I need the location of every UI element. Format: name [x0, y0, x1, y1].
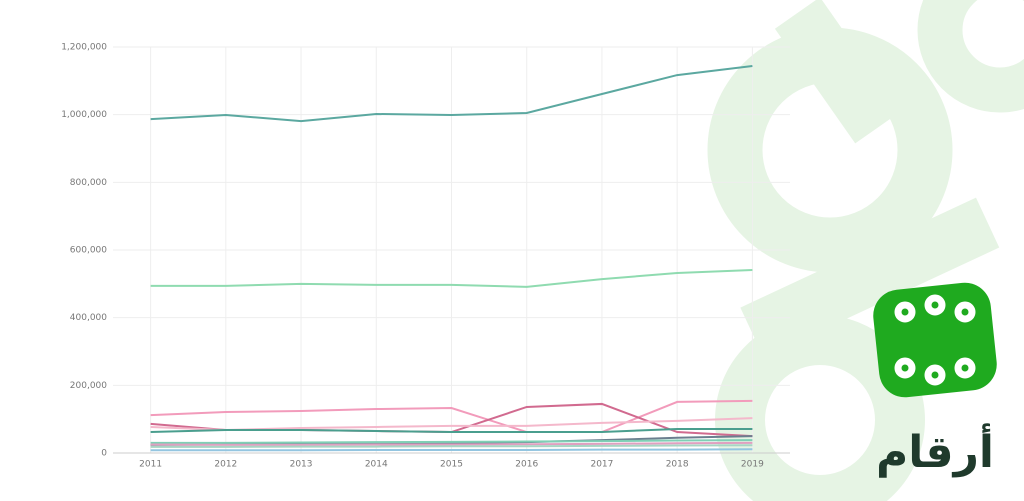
y-tick-label: 200,000: [70, 381, 107, 391]
series-line: [150, 444, 753, 448]
x-tick-label: 2016: [515, 460, 538, 470]
series-line: [150, 64, 753, 123]
series-line: [150, 399, 753, 434]
x-tick-label: 2017: [590, 460, 613, 470]
x-tick-label: 2018: [666, 460, 689, 470]
x-tick-label: 2015: [440, 460, 463, 470]
x-tick-label: 2019: [741, 460, 764, 470]
plot: 0 200,000 400,000 600,000 800,000 1,000,000 1,…: [61, 43, 790, 470]
x-tick-label: 2013: [290, 460, 313, 470]
series-line: [150, 268, 753, 288]
series-line: [150, 427, 753, 434]
background-decoration: [707, 0, 1024, 501]
x-tick-label: 2011: [139, 460, 162, 470]
y-tick-label: 600,000: [70, 246, 107, 256]
y-tick-label: 400,000: [70, 313, 107, 323]
logo: أرقام: [873, 282, 997, 478]
y-tick-label: 0: [101, 449, 107, 459]
series-line: [150, 439, 753, 444]
series-line: [150, 441, 753, 446]
y-tick-label: 1,000,000: [61, 110, 107, 120]
x-tick-label: 2014: [365, 460, 388, 470]
x-tick-label: 2012: [214, 460, 237, 470]
series-line: [150, 448, 753, 452]
y-tick-label: 1,200,000: [61, 43, 107, 53]
y-tick-label: 800,000: [70, 178, 107, 188]
brand-name: أرقام: [876, 423, 994, 478]
